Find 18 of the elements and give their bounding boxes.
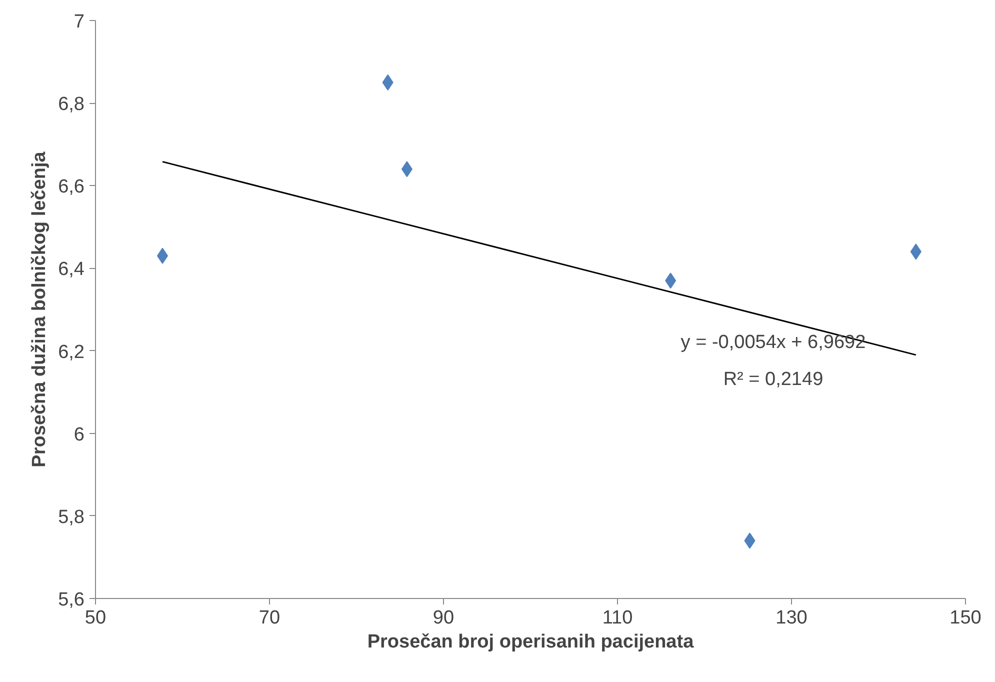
x-tick-label: 50 — [84, 608, 106, 628]
y-tick-label: 6,2 — [58, 342, 85, 363]
y-tick-label: 6 — [74, 424, 85, 446]
y-tick-label: 6,4 — [58, 259, 85, 280]
x-tick-label: 70 — [258, 608, 280, 628]
y-tick-label: 7 — [74, 12, 85, 32]
x-axis-title: Prosečan broj operisanih pacijenata — [367, 632, 694, 652]
annotation: R² = 0,2149 — [723, 369, 824, 390]
x-tick-label: 110 — [602, 608, 633, 628]
x-tick-label: 90 — [432, 608, 454, 628]
y-tick-label: 6,8 — [58, 94, 85, 116]
annotation: y = -0,0054x + 6,9692 — [680, 332, 866, 354]
y-tick-label: 5,6 — [58, 590, 85, 610]
y-tick-label: 6,6 — [58, 176, 85, 198]
x-tick-label: 130 — [776, 608, 808, 628]
y-axis-title: Prosečna dužina bolničkog lečenja — [29, 151, 50, 468]
y-tick-label: 5,8 — [58, 506, 85, 528]
x-tick-label: 150 — [950, 608, 982, 628]
